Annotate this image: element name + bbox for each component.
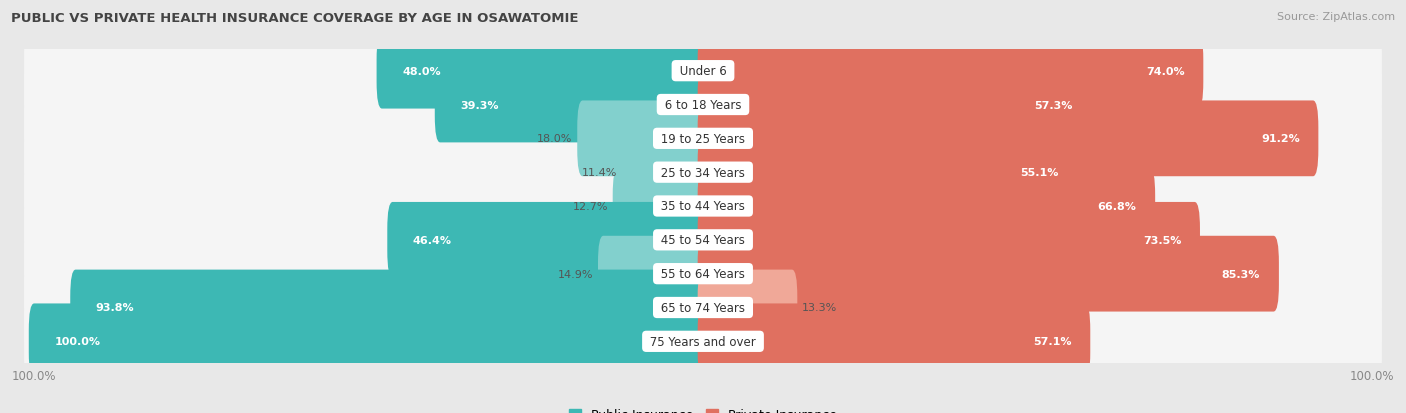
FancyBboxPatch shape (24, 6, 1382, 137)
FancyBboxPatch shape (24, 74, 1382, 204)
Text: 18.0%: 18.0% (537, 134, 572, 144)
Text: 45 to 54 Years: 45 to 54 Years (657, 234, 749, 247)
Text: 48.0%: 48.0% (402, 66, 440, 76)
Text: 91.2%: 91.2% (1261, 134, 1299, 144)
FancyBboxPatch shape (28, 304, 709, 379)
FancyBboxPatch shape (697, 34, 1204, 109)
Text: 100.0%: 100.0% (55, 337, 100, 347)
Text: 75 Years and over: 75 Years and over (647, 335, 759, 348)
Text: 35 to 44 Years: 35 to 44 Years (657, 200, 749, 213)
FancyBboxPatch shape (24, 141, 1382, 272)
Text: 57.1%: 57.1% (1033, 337, 1071, 347)
FancyBboxPatch shape (24, 242, 1382, 373)
FancyBboxPatch shape (24, 40, 1382, 171)
FancyBboxPatch shape (24, 276, 1382, 407)
FancyBboxPatch shape (24, 175, 1382, 306)
FancyBboxPatch shape (697, 202, 1199, 278)
FancyBboxPatch shape (613, 169, 709, 244)
FancyBboxPatch shape (70, 270, 709, 346)
Text: 93.8%: 93.8% (96, 303, 135, 313)
Text: 19 to 25 Years: 19 to 25 Years (657, 133, 749, 145)
Text: 66.8%: 66.8% (1098, 202, 1136, 211)
Text: 14.9%: 14.9% (558, 269, 593, 279)
FancyBboxPatch shape (434, 67, 709, 143)
Text: 57.3%: 57.3% (1035, 100, 1073, 110)
Text: 11.4%: 11.4% (581, 168, 617, 178)
FancyBboxPatch shape (578, 101, 709, 177)
FancyBboxPatch shape (387, 202, 709, 278)
Text: Under 6: Under 6 (676, 65, 730, 78)
FancyBboxPatch shape (377, 34, 709, 109)
Text: 74.0%: 74.0% (1146, 66, 1185, 76)
FancyBboxPatch shape (697, 67, 1091, 143)
Text: 13.3%: 13.3% (801, 303, 837, 313)
Text: 6 to 18 Years: 6 to 18 Years (661, 99, 745, 112)
Text: 55.1%: 55.1% (1019, 168, 1059, 178)
FancyBboxPatch shape (697, 270, 797, 346)
FancyBboxPatch shape (697, 236, 1279, 312)
Text: 55 to 64 Years: 55 to 64 Years (657, 268, 749, 280)
Legend: Public Insurance, Private Insurance: Public Insurance, Private Insurance (564, 404, 842, 413)
Text: 85.3%: 85.3% (1222, 269, 1260, 279)
Text: 46.4%: 46.4% (413, 235, 451, 245)
FancyBboxPatch shape (24, 107, 1382, 238)
Text: 65 to 74 Years: 65 to 74 Years (657, 301, 749, 314)
Text: 12.7%: 12.7% (572, 202, 607, 211)
FancyBboxPatch shape (697, 101, 1319, 177)
Text: 25 to 34 Years: 25 to 34 Years (657, 166, 749, 179)
Text: Source: ZipAtlas.com: Source: ZipAtlas.com (1277, 12, 1395, 22)
Text: 39.3%: 39.3% (460, 100, 499, 110)
Text: PUBLIC VS PRIVATE HEALTH INSURANCE COVERAGE BY AGE IN OSAWATOMIE: PUBLIC VS PRIVATE HEALTH INSURANCE COVER… (11, 12, 579, 25)
FancyBboxPatch shape (621, 135, 709, 211)
Text: 73.5%: 73.5% (1143, 235, 1181, 245)
FancyBboxPatch shape (697, 135, 1077, 211)
FancyBboxPatch shape (598, 236, 709, 312)
FancyBboxPatch shape (24, 209, 1382, 339)
FancyBboxPatch shape (697, 304, 1090, 379)
FancyBboxPatch shape (697, 169, 1156, 244)
